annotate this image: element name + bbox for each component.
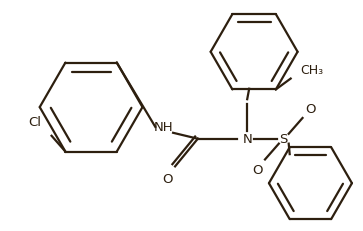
Text: O: O: [162, 172, 172, 185]
Text: S: S: [280, 133, 288, 146]
Text: NH: NH: [154, 121, 173, 134]
Text: Cl: Cl: [29, 115, 42, 128]
Text: O: O: [305, 102, 316, 115]
Text: N: N: [242, 133, 252, 146]
Text: O: O: [252, 163, 262, 176]
Text: CH₃: CH₃: [301, 64, 324, 77]
